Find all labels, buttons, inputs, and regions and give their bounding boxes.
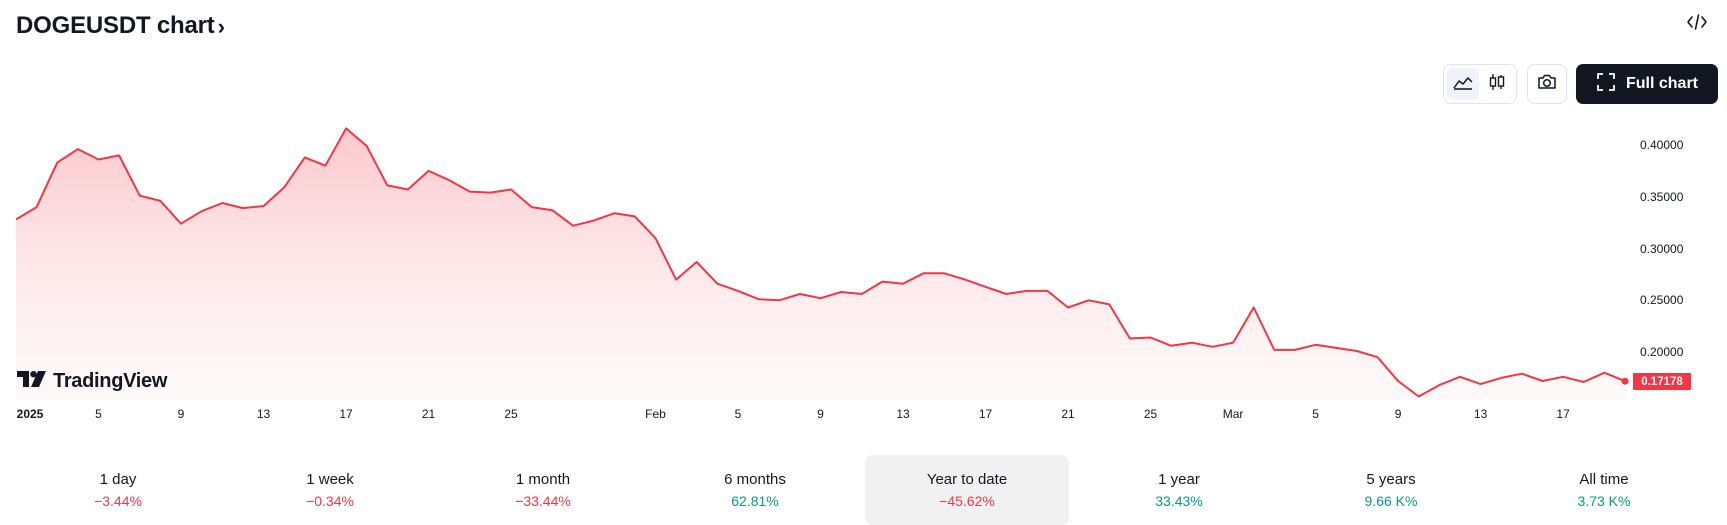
period-tab-all-time[interactable]: All time 3.73 K%	[1502, 455, 1706, 525]
period-change: 62.81%	[731, 493, 779, 509]
tradingview-logo[interactable]: TradingView	[17, 370, 167, 393]
period-tab-year-to-date[interactable]: Year to date −45.62%	[865, 455, 1069, 525]
chart-title: DOGEUSDT chart	[16, 12, 215, 39]
period-label: 1 day	[99, 471, 137, 488]
time-axis-label: 9	[817, 407, 824, 421]
period-change: −45.62%	[939, 493, 995, 509]
time-axis-label: 5	[734, 407, 742, 421]
period-tab-5-years[interactable]: 5 years 9.66 K%	[1289, 455, 1493, 525]
price-axis-label: 0.25000	[1640, 293, 1684, 308]
time-axis-label: Feb	[645, 407, 666, 421]
time-axis-label: 17	[978, 407, 993, 421]
price-axis-label: 0.40000	[1640, 138, 1684, 152]
period-label: All time	[1579, 471, 1629, 488]
area-chart-icon	[1452, 73, 1474, 96]
period-label: 1 month	[515, 471, 571, 488]
price-chart[interactable]	[0, 110, 1727, 410]
time-axis-label: 21	[421, 407, 436, 421]
period-label: 1 year	[1158, 471, 1200, 488]
period-tab-1-year[interactable]: 1 year 33.43%	[1077, 455, 1281, 525]
period-change: 33.43%	[1155, 493, 1203, 509]
time-axis-label: 13	[256, 407, 271, 421]
price-line	[15, 127, 1626, 398]
tradingview-logo-text: TradingView	[53, 370, 168, 392]
period-change: −33.44%	[515, 493, 571, 509]
time-axis-label: 17	[339, 407, 353, 421]
period-change: 9.66 K%	[1364, 493, 1418, 509]
period-label: 5 years	[1366, 471, 1416, 488]
period-tab-1-week[interactable]: 1 week −0.34%	[228, 455, 432, 525]
tradingview-mark-icon	[17, 370, 47, 393]
time-axis-label: 9	[177, 407, 185, 421]
period-tab-1-month[interactable]: 1 month −33.44%	[441, 455, 645, 525]
code-embed-icon	[1686, 13, 1708, 36]
full-chart-label: Full chart	[1625, 75, 1698, 92]
time-axis-label: 5	[95, 407, 102, 421]
full-chart-button[interactable]: Full chart	[1576, 64, 1718, 104]
price-axis-label: 0.30000	[1640, 241, 1684, 256]
time-axis-label: 25	[1143, 407, 1158, 421]
candlestick-chart-icon	[1487, 72, 1507, 97]
period-selector: 1 day −3.44% 1 week −0.34% 1 month −33.44% 6 m…	[22, 455, 1712, 525]
candle-style-button[interactable]	[1481, 68, 1513, 100]
price-axis-label: 0.35000	[1640, 189, 1684, 204]
snapshot-button[interactable]	[1527, 64, 1567, 104]
last-price-dot	[1621, 377, 1629, 385]
period-label: 6 months	[724, 471, 786, 488]
time-axis-label: 25	[504, 407, 518, 421]
chevron-right-icon: ›	[217, 14, 225, 39]
time-axis-label: 13	[1473, 407, 1488, 421]
time-axis-label: 21	[1061, 407, 1075, 421]
time-axis-label: 5	[1312, 407, 1319, 421]
period-label: Year to date	[926, 471, 1008, 488]
period-tab-6-months[interactable]: 6 months 62.81%	[653, 455, 857, 525]
period-change: 3.73 K%	[1577, 493, 1631, 509]
chart-style-switcher	[1443, 64, 1517, 104]
time-axis-label: 13	[896, 407, 910, 421]
area-style-button[interactable]	[1447, 68, 1479, 100]
time-axis-label: 2025	[16, 407, 44, 421]
camera-icon	[1536, 72, 1558, 97]
last-price-label: 0.17178	[1633, 373, 1691, 390]
period-tab-1-day[interactable]: 1 day −3.44%	[16, 455, 220, 525]
period-change: −3.44%	[94, 493, 142, 509]
price-area-fill	[16, 128, 1625, 400]
time-axis-label: 9	[1394, 407, 1402, 421]
chart-title-link[interactable]: DOGEUSDT chart ›	[16, 6, 225, 46]
period-change: −0.34%	[306, 493, 354, 509]
embed-code-button[interactable]	[1677, 6, 1717, 42]
time-axis-label: 17	[1556, 407, 1570, 421]
expand-icon	[1596, 72, 1616, 97]
period-label: 1 week	[306, 471, 354, 488]
price-axis-label: 0.20000	[1640, 345, 1684, 359]
time-axis-label: Mar	[1222, 407, 1244, 421]
